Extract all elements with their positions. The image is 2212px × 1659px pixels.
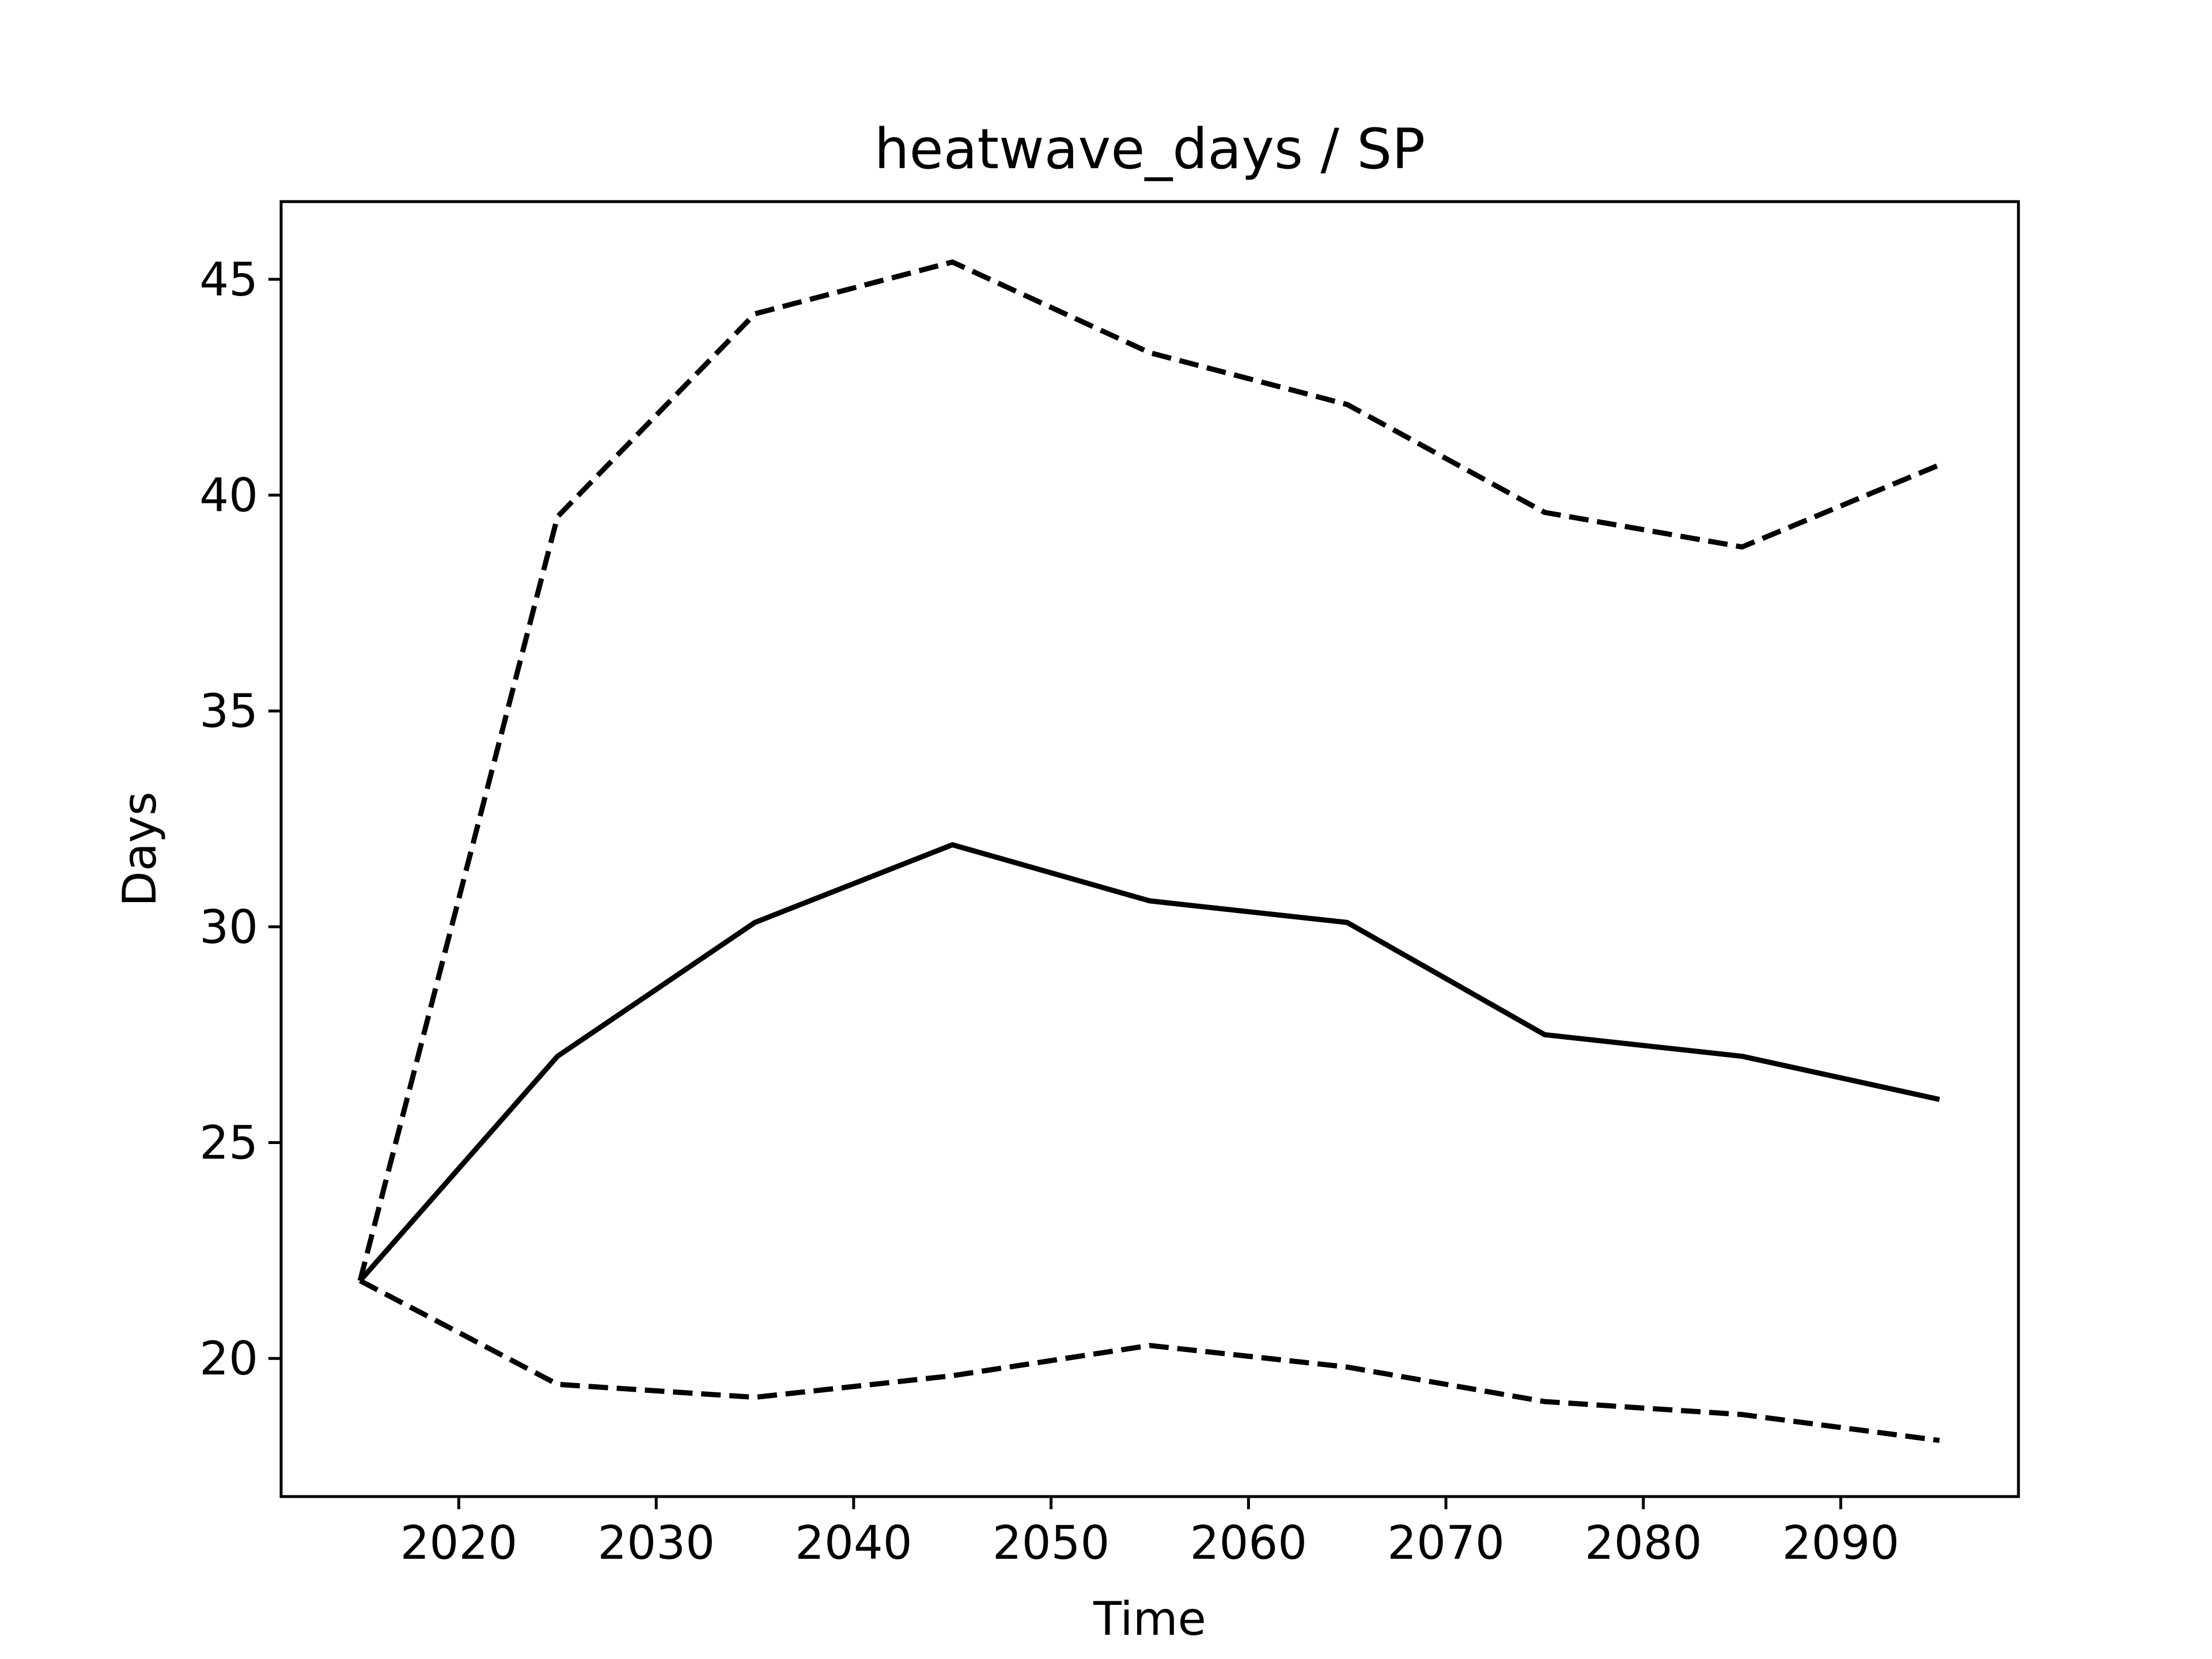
x-axis-ticks: 2020 2030 2040 2050 2060 2070 2080 2090: [400, 1497, 1900, 1570]
x-tick-label: 2040: [795, 1516, 912, 1570]
y-tick-label: 45: [199, 253, 258, 306]
x-tick-label: 2050: [993, 1516, 1110, 1570]
y-axis-label: Days: [113, 791, 166, 907]
x-tick-label: 2070: [1387, 1516, 1505, 1570]
upper-bound-line: [357, 259, 1941, 1282]
x-axis-label: Time: [1093, 1592, 1206, 1646]
x-tick-label: 2020: [400, 1516, 518, 1570]
y-tick-label: 40: [199, 469, 258, 522]
y-tick-label: 20: [199, 1332, 258, 1385]
y-tick-label: 30: [199, 900, 258, 954]
lower-bound-line: [359, 1278, 1940, 1444]
y-tick-label: 35: [199, 684, 258, 738]
x-tick-label: 2090: [1782, 1516, 1900, 1570]
x-tick-label: 2060: [1190, 1516, 1308, 1570]
chart-title: heatwave_days / SP: [874, 117, 1425, 181]
plot-frame: [279, 200, 2020, 1498]
x-tick-label: 2080: [1585, 1516, 1702, 1570]
mean-line: [358, 842, 1940, 1283]
x-tick-label: 2030: [597, 1516, 715, 1570]
y-axis-ticks: 20 25 30 35 40 45: [199, 253, 281, 1385]
series-group: [357, 259, 1941, 1444]
y-tick-label: 25: [199, 1116, 258, 1170]
